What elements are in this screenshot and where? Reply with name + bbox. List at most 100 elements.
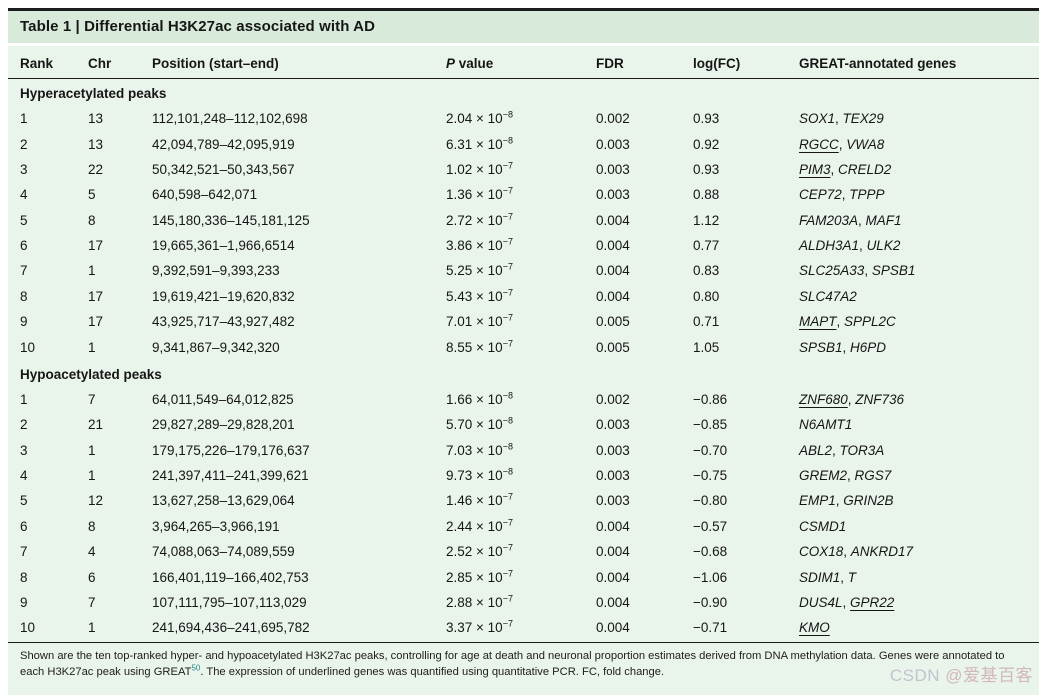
col-header-genes: GREAT-annotated genes xyxy=(799,46,1039,79)
table-row: 7 1 9,392,591–9,393,233 5.25 × 10−7 0.004 0.8… xyxy=(8,258,1039,283)
cell-position: 241,397,411–241,399,621 xyxy=(152,468,309,484)
cell-rank: 4 xyxy=(20,187,28,203)
cell-genes: ABL2, TOR3A xyxy=(799,442,885,458)
pvalue-exponent: −7 xyxy=(502,568,513,579)
cell-position: 64,011,549–64,012,825 xyxy=(152,391,294,407)
gene-name: ALDH3A1 xyxy=(799,238,860,254)
cell-chr: 5 xyxy=(88,187,96,203)
gene-name: N6AMT1 xyxy=(799,417,853,433)
cell-chr: 13 xyxy=(88,111,104,127)
cell-pvalue: 7.01 × 10−7 xyxy=(446,312,513,330)
cell-genes: SOX1, TEX29 xyxy=(799,111,884,127)
cell-fdr: 0.004 xyxy=(596,544,630,560)
cell-rank: 3 xyxy=(20,161,28,177)
gene-name: CRELD2 xyxy=(838,161,892,177)
cell-fdr: 0.003 xyxy=(596,468,630,484)
cell-chr: 22 xyxy=(88,161,104,177)
cell-chr: 8 xyxy=(88,212,96,228)
section-label: Hypoacetylated peaks xyxy=(20,366,162,382)
cell-fdr: 0.003 xyxy=(596,161,630,177)
pvalue-italic-p: P xyxy=(446,56,456,71)
cell-chr: 1 xyxy=(88,468,96,484)
cell-chr: 12 xyxy=(88,493,104,509)
table-row: 8 17 19,619,421–19,620,832 5.43 × 10−7 0.004… xyxy=(8,284,1039,309)
section-row: Hyperacetylated peaks xyxy=(8,79,1039,107)
table-row: 10 1 241,694,436–241,695,782 3.37 × 10−7 0.0… xyxy=(8,615,1039,640)
cell-position: 74,088,063–74,089,559 xyxy=(152,544,295,560)
pvalue-exponent: −8 xyxy=(502,415,513,426)
gene-name: GRIN2B xyxy=(843,493,894,509)
watermark-prefix: CSDN xyxy=(889,666,946,685)
cell-pvalue: 3.86 × 10−7 xyxy=(446,236,513,254)
pvalue-exponent: −8 xyxy=(502,109,513,120)
pvalue-exponent: −7 xyxy=(502,160,513,171)
table-row: 4 1 241,397,411–241,399,621 9.73 × 10−8 0.00… xyxy=(8,463,1039,488)
cell-pvalue: 3.37 × 10−7 xyxy=(446,618,513,636)
footnote-text-2: . The expression of underlined genes was… xyxy=(200,666,665,679)
table-row: 1 7 64,011,549–64,012,825 1.66 × 10−8 0.002 −… xyxy=(8,387,1039,412)
pvalue-exponent: −7 xyxy=(502,491,513,502)
footnote-divider xyxy=(8,641,1039,643)
cell-logfc: −1.06 xyxy=(693,569,728,585)
cell-fdr: 0.002 xyxy=(596,391,630,407)
gene-name: RGS7 xyxy=(854,468,892,484)
pvalue-exponent: −7 xyxy=(502,517,513,528)
cell-rank: 8 xyxy=(20,288,28,304)
gene-name: ABL2 xyxy=(799,442,833,458)
cell-rank: 2 xyxy=(20,417,28,433)
pvalue-exponent: −8 xyxy=(502,441,513,452)
cell-chr: 4 xyxy=(88,544,96,560)
cell-logfc: −0.86 xyxy=(693,391,728,407)
pvalue-exponent: −7 xyxy=(502,236,513,247)
cell-logfc: 0.77 xyxy=(693,238,720,254)
table-row: 3 22 50,342,521–50,343,567 1.02 × 10−7 0.003… xyxy=(8,157,1039,182)
cell-fdr: 0.004 xyxy=(596,238,630,254)
pvalue-exponent: −7 xyxy=(502,312,513,323)
table-body-band: Rank Chr Position (start–end) P value FD… xyxy=(8,46,1039,695)
table-row: 9 17 43,925,717–43,927,482 7.01 × 10−7 0.005… xyxy=(8,309,1039,334)
table-row: 7 4 74,088,063–74,089,559 2.52 × 10−7 0.004 −… xyxy=(8,539,1039,564)
cell-logfc: 0.92 xyxy=(693,136,720,152)
cell-position: 19,665,361–1,966,6514 xyxy=(152,238,295,254)
cell-genes: SLC47A2 xyxy=(799,284,1039,309)
cell-genes: MAPT, SPPL2C xyxy=(799,314,896,330)
cell-position: 42,094,789–42,095,919 xyxy=(152,136,295,152)
cell-position: 43,925,717–43,927,482 xyxy=(152,314,295,330)
cell-genes: CEP72, TPPP xyxy=(799,187,885,203)
cell-position: 9,392,591–9,393,233 xyxy=(152,263,280,279)
cell-pvalue: 1.02 × 10−7 xyxy=(446,160,513,177)
cell-chr: 17 xyxy=(88,238,104,254)
gene-name: VWA8 xyxy=(846,136,885,152)
cell-logfc: 1.12 xyxy=(693,212,720,228)
table-row: 4 5 640,598–642,071 1.36 × 10−7 0.003 0.88 CEP… xyxy=(8,182,1039,207)
cell-logfc: 0.83 xyxy=(693,263,720,279)
col-header-logfc: log(FC) xyxy=(693,46,799,79)
cell-rank: 3 xyxy=(20,442,28,458)
cell-fdr: 0.003 xyxy=(596,136,630,152)
cell-genes: RGCC, VWA8 xyxy=(799,136,885,152)
cell-logfc: 0.93 xyxy=(693,111,720,127)
gene-name: GPR22 xyxy=(850,594,895,610)
pvalue-exponent: −8 xyxy=(502,466,513,477)
cell-rank: 8 xyxy=(20,569,28,585)
cell-genes: FAM203A, MAF1 xyxy=(799,212,902,228)
gene-name: ZNF736 xyxy=(855,391,905,407)
cell-logfc: −0.71 xyxy=(693,620,728,636)
cell-rank: 4 xyxy=(20,468,28,484)
gene-name: SLC25A33 xyxy=(799,263,865,279)
cell-genes: CSMD1 xyxy=(799,514,1039,539)
cell-logfc: −0.80 xyxy=(693,493,728,509)
watermark-handle: @爱基百客 xyxy=(945,666,1033,685)
data-table: Rank Chr Position (start–end) P value FD… xyxy=(8,46,1039,641)
cell-rank: 5 xyxy=(20,493,28,509)
pvalue-exponent: −7 xyxy=(502,185,513,196)
table-row: 1 13 112,101,248–112,102,698 2.04 × 10−8 0.0… xyxy=(8,106,1039,131)
pvalue-exponent: −7 xyxy=(502,287,513,298)
cell-logfc: −0.85 xyxy=(693,417,728,433)
cell-fdr: 0.003 xyxy=(596,187,630,203)
cell-logfc: 0.88 xyxy=(693,187,720,203)
csdn-watermark: CSDN @爱基百客 xyxy=(890,661,1033,686)
cell-pvalue: 5.70 × 10−8 xyxy=(446,415,513,433)
gene-name: TOR3A xyxy=(839,442,885,458)
table1-figure: Table 1 | Differential H3K27ac associate… xyxy=(8,8,1039,695)
